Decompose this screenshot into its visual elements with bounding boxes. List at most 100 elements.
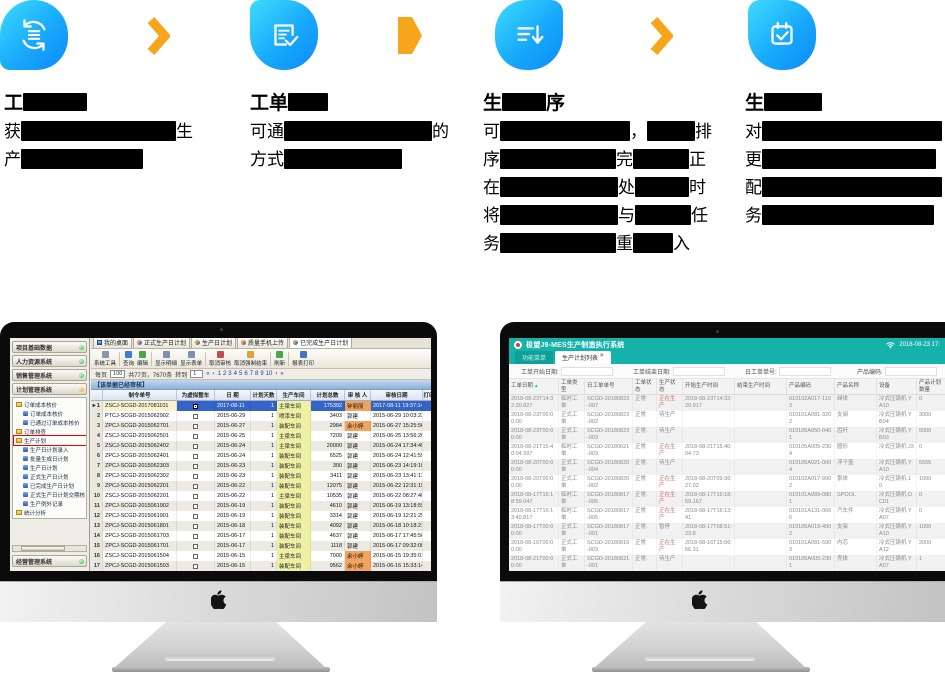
checkbox[interactable] [193,533,198,539]
tree-item[interactable]: 生产计划 [13,435,86,446]
column-header[interactable]: 设备 [877,379,917,394]
table-row[interactable]: 2018-08-20T00:00:00 正式工单 SCGD-20180820-004… [509,459,945,475]
column-header[interactable]: 产品计划数量 [917,379,945,394]
table-row[interactable]: 17 ZPCJ-SCGD-2015061503 2015-06-15 1 装配车间 956… [91,561,431,571]
toolbar-button-8[interactable]: 报表打印 [292,350,314,367]
table-row[interactable]: 8 ZPCJ-SCGD-2015062302 2015-06-23 1 装配车间 3411… [91,471,431,481]
checkbox[interactable] [193,563,198,569]
page-number[interactable]: 9 [260,371,264,377]
column-header[interactable]: 产品名称 [835,379,877,394]
table-row[interactable]: 11 ZPCJ-SCGD-2015061902 2015-06-19 1 装配车间 461… [91,501,431,511]
tree-item[interactable]: 正式生产日计划交期核 [14,490,86,499]
toolbar-button-2[interactable]: 编辑 [137,350,148,367]
checkbox[interactable] [193,463,198,469]
tree-item[interactable]: 统计分析 [14,508,86,517]
document-tab-1[interactable]: 正式生产日计划 [133,338,191,348]
column-header[interactable]: 生产车间 [277,390,311,400]
column-header[interactable]: 工单类型 [559,379,585,394]
page-number[interactable]: 7 [249,371,253,377]
page-number[interactable]: 6 [244,371,248,377]
checkbox[interactable] [193,503,198,509]
table-row[interactable]: 16 ZSCJ-SCGD-2015061504 2015-06-15 1 主梁车间 700… [91,551,431,561]
toolbar-button-1[interactable]: 查询 [123,350,134,367]
toolbar-button-3[interactable]: 显示明细 [155,350,177,367]
toolbar-button-5[interactable]: 取消审核 [209,350,231,367]
checkbox[interactable] [193,553,198,559]
checkbox[interactable] [193,513,198,519]
filter-input[interactable] [884,366,937,376]
checkbox[interactable] [193,473,198,479]
tree-item[interactable]: 订单成本核价 [14,400,86,409]
page-number[interactable]: 10 [265,371,273,377]
column-header[interactable]: 产品编码 [787,379,835,394]
page-number[interactable]: 3 [228,371,232,377]
table-row[interactable]: 13 ZPCJ-SCGD-2015061801 2015-06-18 1 装配车间 409… [91,521,431,531]
column-header[interactable] [91,390,103,400]
sidebar-module-bottom[interactable]: 经营管理系统 [12,555,87,567]
next-page-button[interactable]: › [275,371,278,377]
table-row[interactable]: 7 ZPCJ-SCGD-2015062303 2015-06-23 1 装配车间 300 郭… [91,461,431,471]
close-tab-icon[interactable]: × [600,353,604,359]
horizontal-scrollbar[interactable] [12,545,87,552]
document-tab-3[interactable]: 质量手机上传 [237,338,289,348]
tree-item[interactable]: 生产例外记录 [14,499,86,508]
page-number[interactable]: 8 [255,371,259,377]
checkbox[interactable] [193,413,198,419]
tab-function-menu[interactable]: 功能菜单 [515,351,554,364]
table-row[interactable]: 5 ZSCJ-SCGD-2015062402 2015-06-24 1 主梁车间 2000… [91,441,431,451]
column-header[interactable]: 工单日期 ▲ [509,379,559,394]
tree-item[interactable]: 已通过订单成本核价 [14,418,86,427]
table-row[interactable]: 2018-08-23T00:00:00 正式工单 SCGD-20180823-003… [509,427,945,443]
table-row[interactable]: 2018-08-21T15:40:04.597 临时工单 SCGD-20180621… [509,443,945,459]
column-header[interactable]: 工单状态 [633,379,657,394]
checkbox[interactable] [193,483,198,489]
column-header[interactable]: 审 核 人 [345,390,371,400]
table-row[interactable]: 2018-08-16T00:00:00 正式工单 SCGD-20180816-003… [509,539,945,555]
checkbox[interactable] [193,433,198,439]
page-number[interactable]: 2 [222,371,227,377]
filter-input[interactable] [778,366,831,376]
column-header[interactable]: 为虚拟整车 [177,390,215,400]
tree-item[interactable]: 订单成本核价 [14,409,86,418]
table-row[interactable]: 2018-08-17T16:13:40.817 临时工单 SCGD-20180817… [509,507,945,523]
table-row[interactable]: 9 ZPCJ-SCGD-2015062201 2015-06-22 1 装配车间 1207… [91,481,431,491]
toolbar-button-6[interactable]: 取消强制结束 [234,350,267,367]
table-row[interactable]: 2018-08-17T16:18:59.047 临时工单 SCGD-20180817… [509,491,945,507]
goto-input[interactable]: 1 [190,370,204,378]
table-row[interactable]: 12 ZPCJ-SCGD-2015061901 2015-06-19 1 装配车间 331… [91,511,431,521]
checkbox[interactable] [193,523,198,529]
table-row[interactable]: 10 ZSCJ-SCGD-2015062201 2015-06-22 1 主梁车间 105… [91,491,431,501]
tree-item[interactable]: 批量生成日计划 [14,454,86,463]
column-header[interactable]: 开始生产时间 [683,379,735,394]
checkbox[interactable] [193,443,198,449]
table-row[interactable]: ►1 ZSCJ-SCGD-2017081101 2017-08-11 1 主梁车间 175… [91,401,431,411]
table-row[interactable]: 2018-08-20T00:00:00 正式工单 SCGD-20180820-002… [509,475,945,491]
column-header[interactable]: 计划总数 [311,390,345,400]
column-header[interactable]: 结束生产时间 [735,379,787,394]
toolbar-button-4[interactable]: 显示表单 [180,350,202,367]
table-row[interactable]: 14 ZPCJ-SCGD-2015061703 2015-06-17 1 装配车间 463… [91,531,431,541]
sidebar-module-3[interactable]: 计划管理系统 [12,383,87,395]
document-tab-0[interactable]: 我的桌面 [93,338,133,348]
table-row[interactable]: 2018-08-23T00:00:00 正式工单 SCGD-20180823-002… [509,411,945,427]
checkbox[interactable] [193,493,198,499]
checkbox[interactable] [193,453,198,459]
column-header[interactable]: 打印次数 [423,390,431,400]
toolbar-button-7[interactable]: 刷新 [274,350,285,367]
table-row[interactable]: 6 ZPCJ-SCGD-2015062401 2015-06-24 1 装配车间 6525… [91,451,431,461]
column-header[interactable]: 计划天数 [251,390,277,400]
table-row[interactable]: 15 ZPCJ-SCGD-2015061701 2015-06-17 1 装配车间 111… [91,541,431,551]
tree-item[interactable]: 生产日计划 [14,463,86,472]
filter-input[interactable] [560,366,613,376]
column-header[interactable]: 制令单号 [103,390,177,400]
filter-input[interactable] [672,366,725,376]
toolbar-button-0[interactable]: 系统工具 [94,350,116,367]
table-row[interactable]: 2 PTCJ-SCGD-2015062902 2015-06-29 1 喷漆车间 3403… [91,411,431,421]
table-row[interactable]: 2018-08-21T00:00:00 正式工单 SCGD-20180821-001… [509,555,945,571]
tree-item[interactable]: 正式生产日计划 [14,472,86,481]
last-page-button[interactable]: » [280,371,284,377]
document-tab-2[interactable]: 生产日计划 [191,338,237,348]
table-row[interactable]: 2018-08-17T00:00:00 正式工单 SCGD-20180817-001… [509,523,945,539]
table-row[interactable]: 4 ZSCJ-SCGD-2015062501 2015-06-25 1 主梁车间 7209… [91,431,431,441]
checkbox[interactable] [193,403,198,409]
